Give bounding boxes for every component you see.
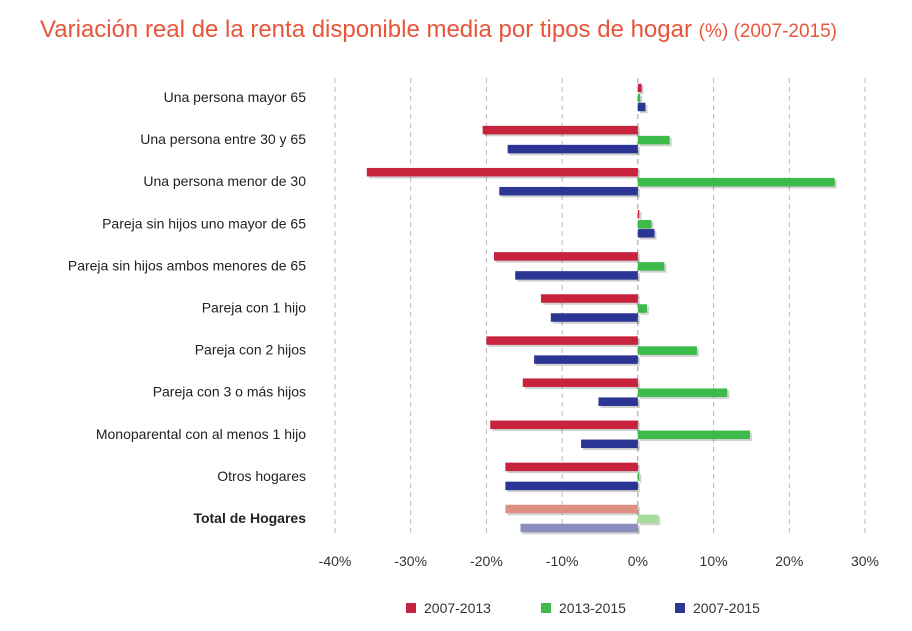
bar-2013-2015 <box>637 388 728 397</box>
legend-label-2013-2015: 2013-2015 <box>559 600 626 616</box>
bar-2007-2013 <box>366 167 638 177</box>
chart-title: Variación real de la renta disponible me… <box>40 16 837 44</box>
bar-2007-2013 <box>540 294 638 303</box>
x-tick-label: -30% <box>394 553 427 569</box>
x-tick-label: 10% <box>700 553 728 569</box>
chart-title-main: Variación real de la renta disponible me… <box>40 16 692 43</box>
category-label: Una persona menor de 30 <box>143 173 306 189</box>
category-label: Pareja con 1 hijo <box>202 300 307 316</box>
x-tick-label: -40% <box>319 553 352 569</box>
category-label: Una persona mayor 65 <box>164 89 307 105</box>
bar-2007-2013 <box>486 336 638 345</box>
x-tick-label: 20% <box>775 553 803 569</box>
bar-2013-2015 <box>637 177 835 187</box>
bar-2007-2015 <box>515 271 638 280</box>
bar-2007-2015 <box>499 186 638 196</box>
category-label: Pareja sin hijos uno mayor de 65 <box>102 215 306 231</box>
bar-2007-2015 <box>581 439 638 449</box>
category-label: Una persona entre 30 y 65 <box>140 131 306 147</box>
bar-2013-2015 <box>637 135 670 145</box>
category-label: Pareja sin hijos ambos menores de 65 <box>68 257 306 273</box>
x-tick-label: 0% <box>628 553 648 569</box>
bar-chart: -40% -30% -20% -10% 0% 10% 20% 30% Una persona m… <box>68 78 879 569</box>
bar-2007-2013 <box>637 83 642 93</box>
bar-2007-2013 <box>490 420 638 430</box>
chart-title-suffix: (%) (2007-2015) <box>698 21 837 42</box>
bar-2007-2015 <box>520 523 638 533</box>
legend-label-2007-2013: 2007-2013 <box>424 600 491 616</box>
bar-2013-2015 <box>637 93 641 103</box>
x-tick-label: -10% <box>546 553 579 569</box>
bar-2007-2013 <box>505 504 638 514</box>
legend-item-2013-2015: 2013-2015 <box>541 600 626 616</box>
bar-2007-2013 <box>522 378 638 387</box>
bar-2013-2015 <box>637 514 659 524</box>
x-tick-label: 30% <box>851 553 879 569</box>
bar-2007-2013 <box>494 252 638 261</box>
legend-swatch-2013-2015 <box>541 603 551 613</box>
category-label: Pareja con 2 hijos <box>195 342 306 358</box>
category-label: Pareja con 3 o más hijos <box>153 384 306 400</box>
bar-2007-2015 <box>534 355 638 364</box>
bar-2013-2015 <box>637 472 640 482</box>
bar-2013-2015 <box>637 220 652 229</box>
bar-2007-2013 <box>482 125 638 135</box>
bar-2007-2015 <box>598 397 638 406</box>
legend-label-2007-2015: 2007-2015 <box>693 600 760 616</box>
bar-2007-2015 <box>505 481 638 491</box>
bar-2007-2015 <box>637 229 655 238</box>
legend-item-2007-2013: 2007-2013 <box>406 600 491 616</box>
legend-item-2007-2015: 2007-2015 <box>675 600 760 616</box>
bar-2013-2015 <box>637 304 647 313</box>
bar-2007-2015 <box>550 313 638 322</box>
bar-2007-2013 <box>505 462 638 472</box>
bar-2007-2013 <box>637 210 640 219</box>
bar-2007-2015 <box>637 102 646 112</box>
bar-shadow <box>639 95 643 105</box>
category-label: Otros hogares <box>217 468 306 484</box>
x-tick-label: -20% <box>470 553 503 569</box>
legend-swatch-2007-2015 <box>675 603 685 613</box>
bar-2013-2015 <box>637 346 697 355</box>
bar-2007-2015 <box>507 144 638 154</box>
bar-2013-2015 <box>637 262 665 271</box>
bar-shadow <box>639 85 644 95</box>
bar-2013-2015 <box>637 430 750 440</box>
bar-shadow <box>639 212 642 221</box>
category-label: Total de Hogares <box>193 510 306 526</box>
legend-swatch-2007-2013 <box>406 603 416 613</box>
category-label: Monoparental con al menos 1 hijo <box>96 426 306 442</box>
chart-legend: 2007-2013 2013-2015 2007-2015 <box>0 600 912 622</box>
bar-shadow <box>639 474 642 484</box>
